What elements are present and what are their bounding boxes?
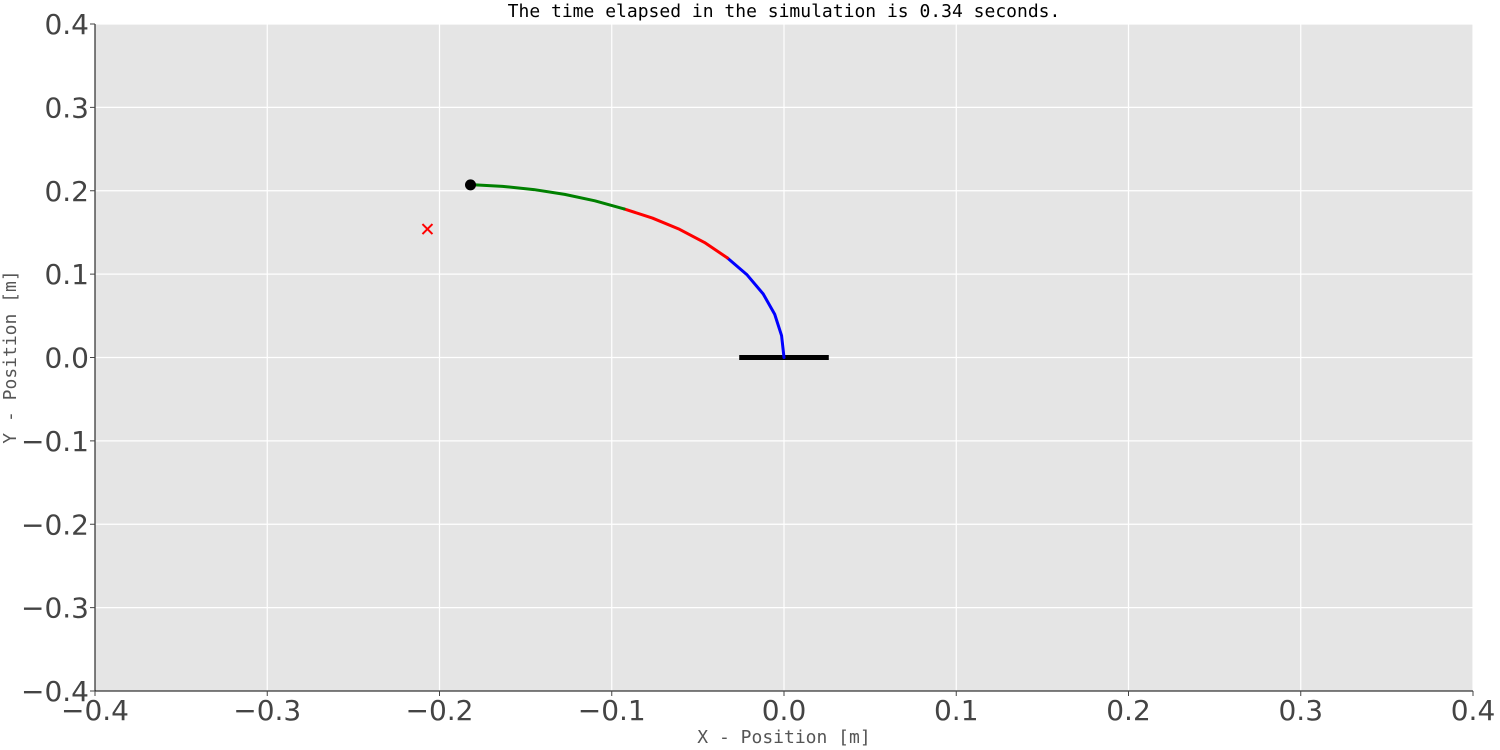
marker-group — [421, 179, 477, 235]
x-tick-label: −0.1 — [578, 694, 646, 727]
x-tick-label: 0.4 — [1451, 694, 1496, 727]
y-tick-label: 0.0 — [44, 342, 89, 375]
series-line-3 — [469, 183, 626, 211]
tip-marker — [465, 179, 477, 191]
series-group — [469, 183, 829, 360]
y-tick-label: 0.2 — [44, 175, 89, 208]
tick-labels: −0.4 −0.3 −0.2 −0.1 0.0 0.1 0.2 0.3 0.4 −0.4 −0.3 −… — [21, 8, 1495, 727]
x-tick-label: 0.2 — [1106, 694, 1151, 727]
y-tick-label: 0.3 — [44, 91, 89, 124]
x-tick-label: −0.2 — [406, 694, 474, 727]
y-tick-label: −0.4 — [21, 675, 89, 708]
x-tick-label: −0.3 — [233, 694, 301, 727]
chart-title: The time elapsed in the simulation is 0.… — [508, 1, 1061, 22]
target-marker-stroke-b — [421, 223, 434, 235]
x-tick-label: 0.0 — [762, 694, 807, 727]
series-line-1 — [725, 256, 786, 359]
y-tick-label: −0.2 — [21, 508, 89, 541]
x-tick-label: 0.3 — [1278, 694, 1323, 727]
y-tick-label: −0.3 — [21, 592, 89, 625]
x-tick-label: 0.1 — [934, 694, 979, 727]
y-tick-label: 0.4 — [44, 8, 89, 41]
y-axis-label: Y - Position [m] — [0, 270, 21, 443]
x-axis-label: X - Position [m] — [697, 727, 870, 748]
y-tick-label: −0.1 — [21, 425, 89, 458]
series-line-2 — [622, 207, 729, 260]
y-tick-label: 0.1 — [44, 258, 89, 291]
x-tick-label: −0.4 — [61, 694, 129, 727]
